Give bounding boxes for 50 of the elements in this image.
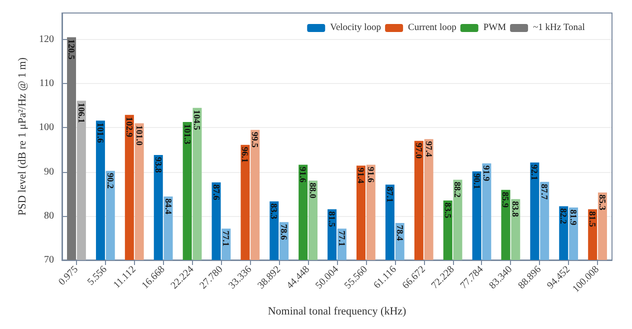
data-label: 91.4 bbox=[356, 168, 366, 184]
data-label: 93.8 bbox=[153, 157, 164, 174]
legend-label: ~1 kHz Tonal bbox=[533, 23, 586, 33]
y-tick-label: 80 bbox=[44, 210, 54, 222]
x-axis-title: Nominal tonal frequency (kHz) bbox=[268, 306, 407, 318]
y-tick-label: 110 bbox=[39, 78, 54, 90]
data-label: 96.1 bbox=[240, 146, 250, 164]
data-label: 83.3 bbox=[269, 203, 280, 220]
data-label: 88.0 bbox=[308, 182, 318, 199]
data-label: 90.2 bbox=[105, 172, 116, 190]
data-label: 97.4 bbox=[424, 141, 434, 158]
data-label: 97.0 bbox=[414, 142, 424, 160]
data-label: 106.1 bbox=[76, 102, 86, 124]
data-label: 101.6 bbox=[95, 122, 106, 144]
data-label: 85.3 bbox=[597, 194, 608, 211]
data-label: 91.6 bbox=[298, 166, 308, 183]
legend-label: Velocity loop bbox=[330, 23, 382, 33]
data-label: 82.2 bbox=[558, 208, 569, 224]
data-label: 77.1 bbox=[336, 230, 347, 247]
data-label: 81.9 bbox=[568, 210, 579, 226]
legend-label: PWM bbox=[483, 23, 507, 33]
data-label: 88.2 bbox=[452, 182, 463, 198]
data-label: 101.0 bbox=[134, 125, 144, 146]
data-label: 91.6 bbox=[366, 166, 376, 183]
data-label: 78.6 bbox=[279, 224, 290, 240]
data-label: 81.5 bbox=[327, 211, 338, 228]
data-label: 102.9 bbox=[124, 116, 134, 138]
y-tick-label: 120 bbox=[39, 34, 54, 45]
data-label: 104.5 bbox=[192, 110, 202, 131]
data-label: 87.1 bbox=[384, 186, 395, 203]
data-label: 85.9 bbox=[500, 192, 511, 208]
data-label: 92.1 bbox=[530, 164, 540, 181]
data-label: 83.8 bbox=[510, 201, 521, 218]
data-label: 90.1 bbox=[472, 173, 482, 190]
data-label: 87.6 bbox=[211, 184, 222, 201]
data-label: 91.9 bbox=[482, 165, 492, 182]
y-tick-label: 90 bbox=[44, 166, 54, 178]
y-axis-title: PSD level (dB re 1 μPa²/Hz @ 1 m) bbox=[16, 57, 28, 216]
data-label: 120.5 bbox=[66, 39, 77, 60]
data-label: 101.3 bbox=[182, 124, 192, 145]
y-tick-label: 100 bbox=[39, 122, 54, 134]
data-label: 84.4 bbox=[163, 198, 174, 215]
data-label: 83.5 bbox=[442, 202, 453, 219]
data-label: 77.1 bbox=[221, 230, 232, 247]
data-label: 99.5 bbox=[250, 132, 260, 148]
data-label: 81.5 bbox=[588, 211, 598, 228]
data-label: 78.4 bbox=[394, 224, 405, 242]
data-label: 87.7 bbox=[540, 184, 550, 200]
legend-label: Current loop bbox=[408, 23, 457, 33]
y-tick-label: 70 bbox=[44, 254, 54, 266]
